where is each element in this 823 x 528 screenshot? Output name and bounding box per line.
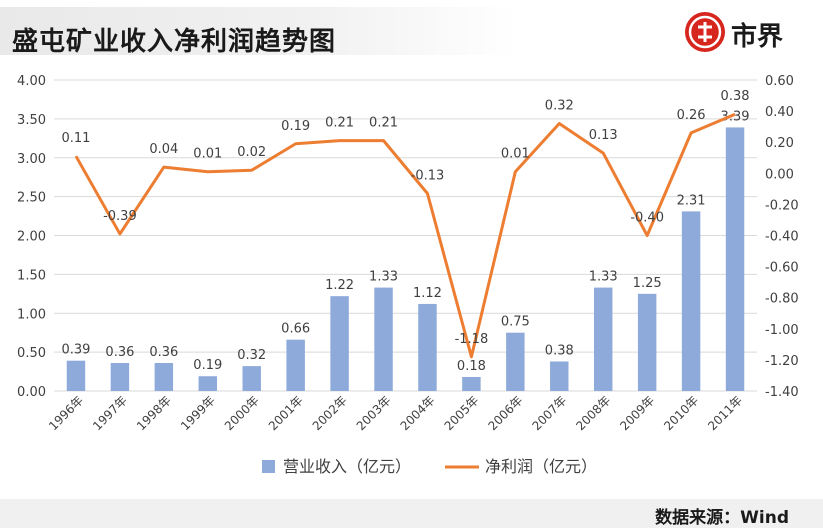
bar-data-label: 0.18 [457, 359, 486, 374]
bar-data-label: 0.19 [193, 358, 222, 373]
right-tick-label: 0.00 [765, 167, 794, 182]
brand-logo: 市界 [685, 12, 805, 52]
line-data-label: -0.40 [630, 211, 664, 226]
right-tick-label: -0.80 [765, 292, 799, 307]
bar [154, 363, 174, 391]
left-tick-label: 3.50 [17, 113, 46, 128]
line-data-label: 0.01 [501, 147, 530, 162]
x-tick-label: 1999年 [178, 393, 218, 433]
right-tick-label: -1.40 [765, 385, 799, 400]
right-tick-label: 0.20 [765, 136, 794, 151]
bar-data-label: 1.33 [369, 270, 398, 285]
left-tick-label: 0.00 [17, 385, 46, 400]
bar [330, 296, 349, 391]
line-data-label: 0.21 [369, 116, 398, 131]
chart-title: 盛屯矿业收入净利润趋势图 [12, 27, 337, 57]
x-tick-label: 2003年 [354, 393, 394, 433]
bar-data-label: 0.75 [501, 315, 530, 330]
right-tick-label: 0.40 [765, 105, 794, 120]
bar [198, 376, 218, 391]
bar [462, 377, 481, 391]
logo-icon [685, 12, 725, 52]
bar [418, 303, 437, 391]
right-tick-label: -0.20 [765, 198, 799, 213]
bar [374, 287, 393, 391]
line-data-label: 0.26 [677, 108, 706, 123]
bar-data-label: 1.25 [633, 276, 662, 291]
bar [110, 363, 130, 391]
line-data-label: 0.38 [721, 89, 750, 104]
line-data-label: 0.13 [589, 128, 618, 143]
legend-bar-swatch [262, 460, 275, 473]
x-tick-label: 2001年 [266, 393, 306, 433]
x-tick-label: 2011年 [705, 393, 745, 433]
x-tick-label: 2000年 [222, 393, 262, 433]
left-tick-label: 1.00 [17, 307, 46, 322]
bar-data-label: 0.36 [149, 345, 178, 360]
bar-data-label: 0.38 [545, 343, 574, 358]
bar-data-label: 3.39 [721, 109, 750, 124]
left-tick-label: 0.50 [17, 346, 46, 361]
x-tick-label: 2004年 [398, 393, 438, 433]
bar [66, 360, 86, 391]
bar [725, 127, 745, 392]
x-tick-label: 2002年 [310, 393, 350, 433]
bar-data-label: 1.12 [413, 286, 442, 301]
x-tick-label: 2008年 [573, 393, 613, 433]
line-data-label: 0.11 [61, 131, 90, 146]
bar [286, 339, 305, 391]
bar [242, 366, 261, 391]
right-tick-label: -0.40 [765, 230, 799, 245]
bar-data-label: 1.22 [325, 278, 354, 293]
bar-data-label: 0.32 [237, 348, 266, 363]
right-tick-label: -1.20 [765, 354, 799, 369]
data-source: 数据来源：Wind [655, 508, 789, 528]
title-banner: 盛屯矿业收入净利润趋势图 [0, 7, 520, 57]
bar-data-label: 0.39 [61, 343, 90, 358]
bar-data-label: 1.33 [589, 270, 618, 285]
bar-data-label: 0.66 [281, 322, 310, 337]
x-tick-label: 2006年 [485, 393, 525, 433]
right-tick-label: -0.60 [765, 261, 799, 276]
left-tick-label: 2.00 [17, 230, 46, 245]
legend-bar-label: 营业收入（亿元） [283, 457, 411, 476]
logo-text: 市界 [731, 22, 784, 52]
line-data-label: 0.19 [281, 119, 310, 134]
right-tick-label: 0.60 [765, 74, 794, 89]
x-tick-label: 2010年 [661, 393, 701, 433]
line-data-label: 0.01 [193, 147, 222, 162]
left-tick-label: 2.50 [17, 191, 46, 206]
bar [637, 293, 657, 391]
x-tick-label: 2007年 [529, 393, 569, 433]
bar [550, 361, 569, 391]
line-data-label: -0.13 [411, 169, 445, 184]
line-data-label: -0.39 [103, 209, 137, 224]
line-data-label: 0.02 [237, 145, 266, 160]
bar [681, 211, 701, 391]
legend-line-label: 净利润（亿元） [485, 457, 597, 476]
bar [506, 332, 525, 391]
left-tick-label: 1.50 [17, 268, 46, 283]
chart-area: 0.00 0.50 1.00 1.50 2.00 2.50 3.00 3.50 4.00 -1.4… [0, 64, 823, 499]
bar-data-label: 0.36 [105, 345, 134, 360]
x-tick-label: 2009年 [617, 393, 657, 433]
x-tick-label: 1997年 [90, 393, 130, 433]
net-profit-line [74, 112, 736, 359]
x-tick-label: 1998年 [134, 393, 174, 433]
header: 盛屯矿业收入净利润趋势图 市界 [0, 0, 823, 64]
left-tick-label: 4.00 [17, 74, 46, 89]
line-data-label: 0.04 [149, 142, 178, 157]
x-tick-label: 2005年 [442, 393, 482, 433]
bar-data-label: 2.31 [677, 193, 706, 208]
line-data-label: -1.18 [455, 332, 489, 347]
combo-chart: 0.00 0.50 1.00 1.50 2.00 2.50 3.00 3.50 4.00 -1.4… [17, 74, 799, 476]
bar [593, 287, 613, 391]
x-tick-label: 1996年 [46, 393, 86, 433]
line-data-label: 0.32 [545, 99, 574, 114]
left-tick-label: 3.00 [17, 152, 46, 167]
line-data-label: 0.21 [325, 116, 354, 131]
right-tick-label: -1.00 [765, 323, 799, 338]
footer: 数据来源：Wind [0, 499, 823, 528]
